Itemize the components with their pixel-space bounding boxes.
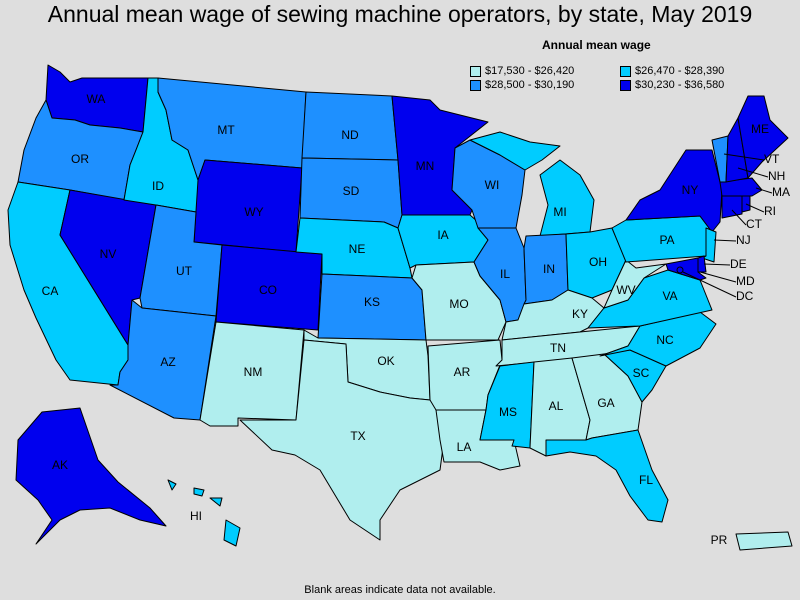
state-nm[interactable] bbox=[199, 321, 305, 427]
map-title: Annual mean wage of sewing machine opera… bbox=[47, 1, 753, 27]
state-label-sc: SC bbox=[633, 366, 650, 380]
state-pr[interactable] bbox=[735, 531, 793, 551]
state-label-id: ID bbox=[152, 179, 164, 193]
state-label-ia: IA bbox=[437, 228, 448, 242]
leader-vt bbox=[723, 153, 765, 161]
state-label-sd: SD bbox=[343, 184, 360, 198]
state-nc[interactable] bbox=[599, 311, 717, 367]
state-label-la: LA bbox=[457, 440, 472, 454]
state-label-nj: NJ bbox=[736, 233, 751, 247]
state-label-ms: MS bbox=[499, 405, 517, 419]
state-label-il: IL bbox=[500, 267, 510, 281]
state-fl[interactable] bbox=[545, 429, 669, 523]
legend-label: $17,530 - $26,420 bbox=[485, 65, 575, 77]
state-ct[interactable] bbox=[721, 195, 743, 219]
state-label-mi: MI bbox=[553, 205, 566, 219]
state-label-ny: NY bbox=[682, 183, 699, 197]
leader-dc bbox=[682, 271, 737, 298]
state-label-nd: ND bbox=[341, 128, 359, 142]
legend-item-bin-2: $28,500 - $30,190 bbox=[470, 79, 574, 91]
state-label-hi: HI bbox=[190, 509, 202, 523]
legend: Annual mean wage $17,530 - $26,420 $26,4… bbox=[470, 38, 790, 98]
state-label-ok: OK bbox=[377, 354, 394, 368]
state-label-co: CO bbox=[259, 283, 277, 297]
state-label-ne: NE bbox=[349, 242, 366, 256]
state-label-ut: UT bbox=[176, 264, 193, 278]
legend-swatch bbox=[470, 65, 481, 77]
state-label-or: OR bbox=[71, 152, 89, 166]
state-label-mn: MN bbox=[416, 159, 435, 173]
state-label-wy: WY bbox=[244, 205, 263, 219]
state-label-in: IN bbox=[543, 262, 555, 276]
state-label-ca: CA bbox=[42, 284, 59, 298]
legend-item-bin-1: $26,470 - $28,390 bbox=[620, 65, 724, 77]
leader-nh bbox=[737, 167, 769, 178]
state-label-al: AL bbox=[549, 399, 564, 413]
state-label-vt: VT bbox=[764, 152, 780, 166]
state-label-fl: FL bbox=[639, 473, 653, 487]
state-md[interactable] bbox=[665, 257, 707, 281]
state-label-nc: NC bbox=[656, 333, 674, 347]
state-label-ma: MA bbox=[772, 185, 790, 199]
state-label-va: VA bbox=[662, 289, 677, 303]
state-label-nh: NH bbox=[768, 169, 785, 183]
state-label-pr: PR bbox=[711, 533, 728, 547]
state-label-wi: WI bbox=[485, 178, 500, 192]
state-label-pa: PA bbox=[659, 233, 674, 247]
legend-swatch bbox=[470, 79, 481, 91]
state-nj[interactable] bbox=[701, 227, 717, 263]
state-ak[interactable] bbox=[15, 407, 167, 545]
leader-ri bbox=[745, 203, 765, 213]
state-label-oh: OH bbox=[589, 255, 607, 269]
state-dc[interactable] bbox=[676, 266, 684, 274]
legend-swatch bbox=[620, 79, 631, 91]
state-label-mo: MO bbox=[449, 297, 468, 311]
state-wv[interactable] bbox=[603, 259, 667, 309]
footnote: Blank areas indicate data not available. bbox=[304, 584, 496, 596]
state-label-ar: AR bbox=[454, 365, 471, 379]
state-label-ct: CT bbox=[746, 217, 763, 231]
leader-de bbox=[703, 263, 731, 266]
legend-item-bin-0: $17,530 - $26,420 bbox=[470, 65, 574, 77]
state-label-ga: GA bbox=[597, 396, 614, 410]
state-label-nv: NV bbox=[100, 247, 117, 261]
leader-md bbox=[699, 271, 737, 283]
leader-ma bbox=[755, 187, 773, 194]
legend-label: $30,230 - $36,580 bbox=[635, 79, 725, 91]
state-mi[interactable] bbox=[469, 131, 595, 237]
state-label-mt: MT bbox=[217, 123, 235, 137]
state-label-ak: AK bbox=[52, 458, 68, 472]
state-ny[interactable] bbox=[625, 149, 723, 233]
state-label-ky: KY bbox=[572, 307, 588, 321]
state-me[interactable] bbox=[737, 95, 789, 179]
state-label-az: AZ bbox=[160, 355, 175, 369]
state-label-md: MD bbox=[736, 274, 755, 288]
leader-ct bbox=[731, 209, 747, 226]
state-label-de: DE bbox=[730, 257, 747, 271]
legend-swatch bbox=[620, 65, 631, 77]
state-label-ri: RI bbox=[764, 204, 776, 218]
state-label-me: ME bbox=[751, 122, 769, 136]
leader-nj bbox=[713, 239, 737, 242]
state-hi[interactable] bbox=[167, 479, 241, 547]
legend-label: $28,500 - $30,190 bbox=[485, 79, 575, 91]
state-labels: WA OR CA NV ID MT WY UT CO AZ NM ND SD N… bbox=[42, 92, 790, 547]
state-label-dc: DC bbox=[736, 289, 754, 303]
state-label-tx: TX bbox=[350, 429, 365, 443]
legend-item-bin-3: $30,230 - $36,580 bbox=[620, 79, 724, 91]
legend-label: $26,470 - $28,390 bbox=[635, 65, 725, 77]
state-label-wa: WA bbox=[87, 92, 106, 106]
state-label-ks: KS bbox=[364, 295, 380, 309]
state-label-nm: NM bbox=[244, 365, 263, 379]
legend-title: Annual mean wage bbox=[542, 38, 651, 52]
state-tx[interactable] bbox=[239, 339, 445, 541]
state-label-tn: TN bbox=[550, 341, 566, 355]
state-label-wv: WV bbox=[616, 283, 635, 297]
state-nd[interactable] bbox=[301, 91, 399, 161]
